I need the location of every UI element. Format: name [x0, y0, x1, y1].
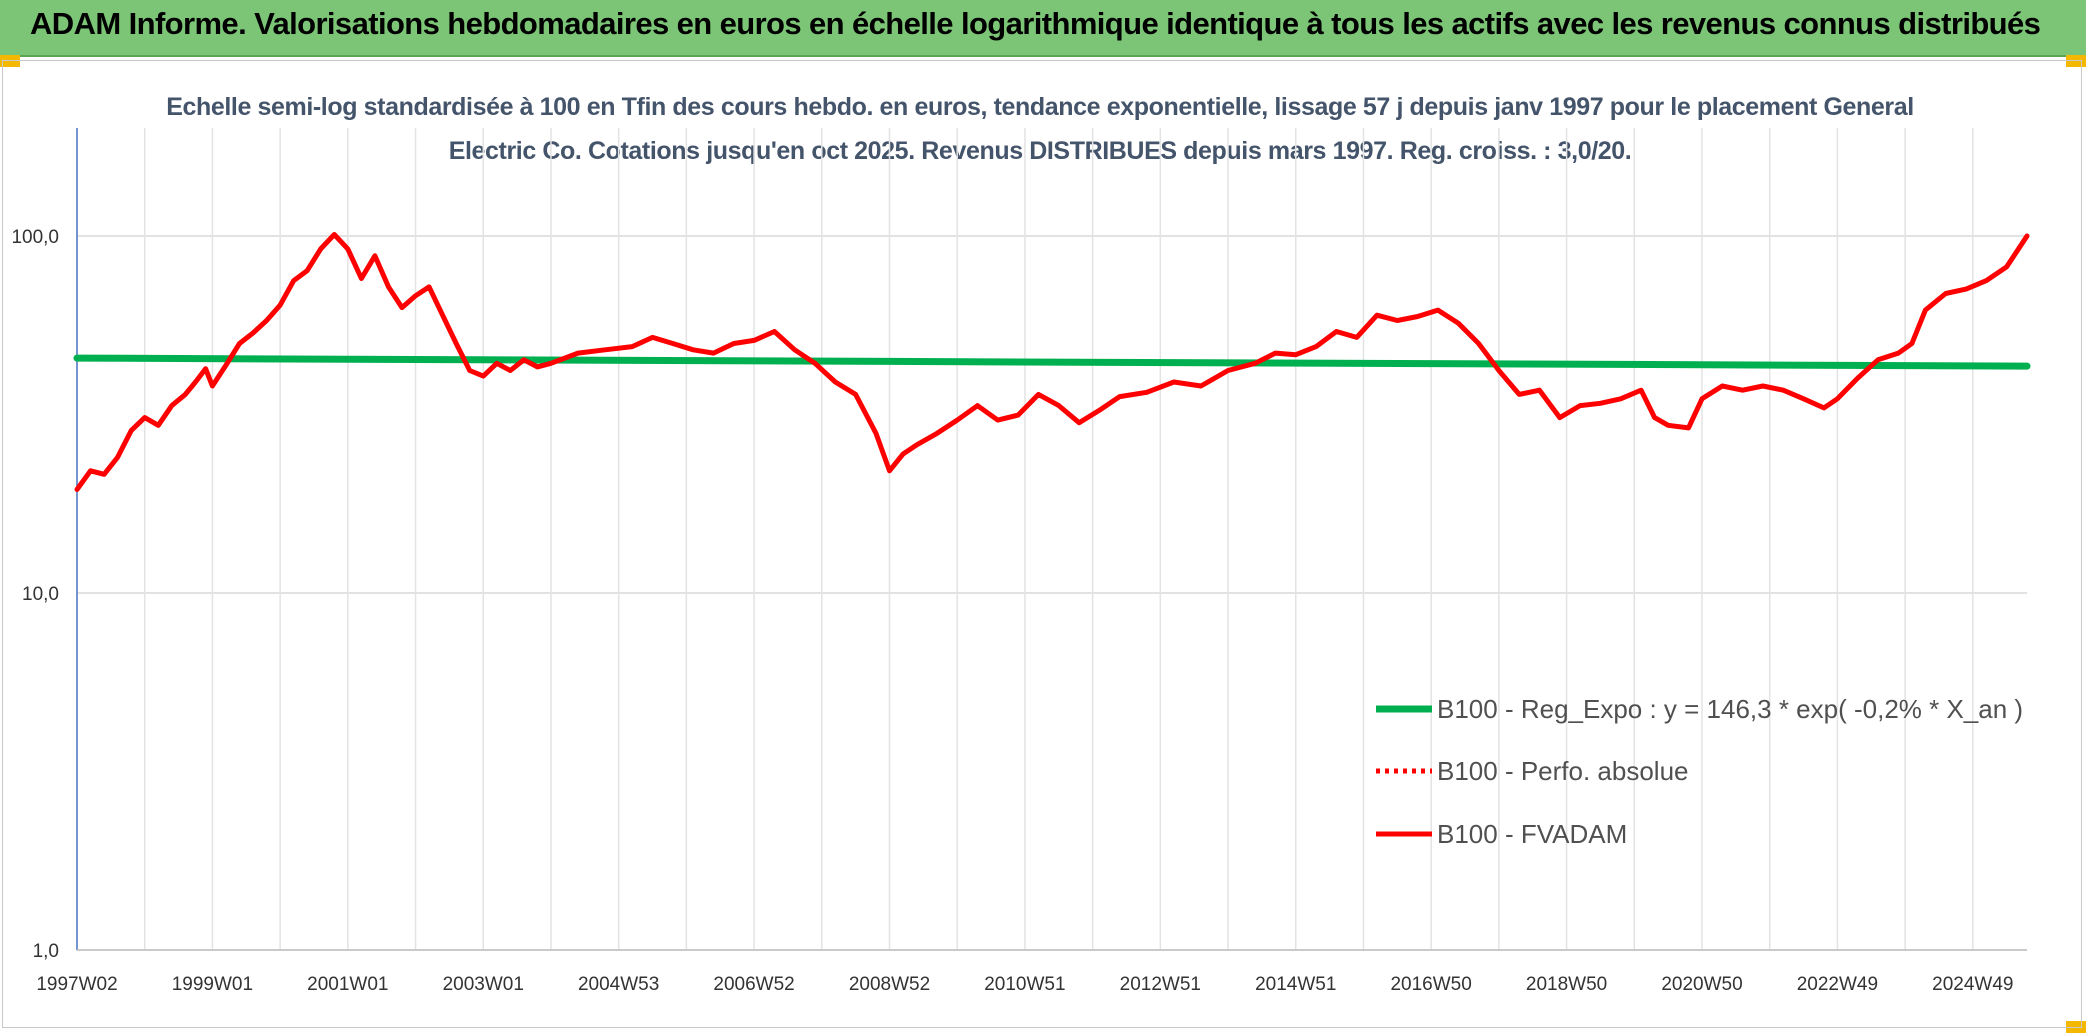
header-bar: ADAM Informe. Valorisations hebdomadaire… [0, 0, 2086, 57]
x-tick-label: 2018W50 [1526, 974, 1607, 995]
x-tick-label: 1999W01 [172, 974, 253, 995]
x-tick-label: 2008W52 [849, 974, 930, 995]
x-tick-label: 2006W52 [713, 974, 794, 995]
x-tick-label: 2020W50 [1661, 974, 1742, 995]
x-tick-label: 2001W01 [307, 974, 388, 995]
x-tick-label: 2003W01 [443, 974, 524, 995]
series-line-fvadam [74, 232, 2030, 492]
x-tick-label: 1997W02 [36, 974, 117, 995]
page-title: ADAM Informe. Valorisations hebdomadaire… [30, 6, 2041, 41]
x-tick-label: 2010W51 [984, 974, 1065, 995]
corner-marker-top-left [0, 55, 20, 67]
series-line-reg-expo [73, 354, 2031, 370]
legend-label: B100 - Perfo. absolue [1437, 756, 1689, 786]
x-tick-label: 2016W50 [1390, 974, 1471, 995]
legend-label: B100 - Reg_Expo : y = 146,3 * exp( -0,2%… [1437, 694, 2023, 724]
legend-label: B100 - FVADAM [1437, 819, 1627, 849]
y-tick-label: 1,0 [33, 941, 59, 962]
chart-title: Echelle semi-log standardisée à 100 en T… [166, 93, 1914, 165]
x-tick-label: 2014W51 [1255, 974, 1336, 995]
x-tick-label: 2004W53 [578, 974, 659, 995]
x-tick-label: 2024W49 [1932, 974, 2013, 995]
x-tick-label: 2022W49 [1797, 974, 1878, 995]
y-tick-label: 100,0 [11, 227, 59, 248]
chart-frame [2, 60, 2082, 1028]
y-tick-label: 10,0 [22, 584, 59, 605]
x-tick-label: 2012W51 [1120, 974, 1201, 995]
